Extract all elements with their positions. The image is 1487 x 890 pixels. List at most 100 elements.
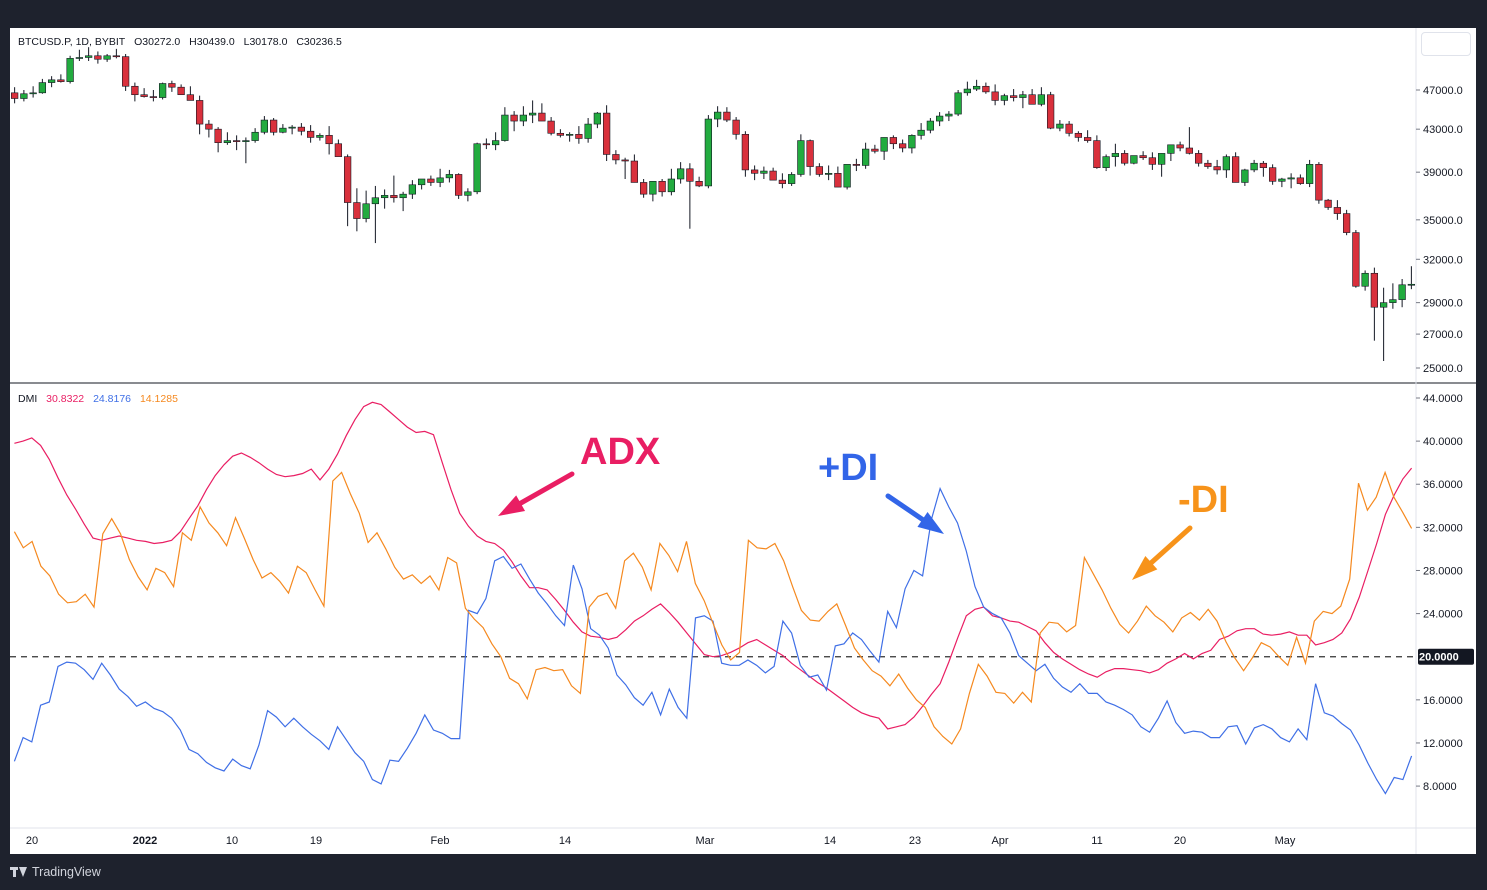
- dmi-tick-label: 44.0000: [1423, 393, 1463, 405]
- dmi-tick-label: 40.0000: [1423, 436, 1463, 448]
- candle-down: [1046, 94, 1055, 129]
- indicator-name[interactable]: DMI: [18, 393, 38, 405]
- candle-down: [1342, 213, 1351, 233]
- candle-up: [926, 120, 935, 131]
- candle-up: [417, 178, 426, 186]
- candle-down: [232, 140, 241, 142]
- plus-di-arrow-head: [917, 511, 944, 534]
- candle-down: [10, 92, 19, 99]
- candle-down: [454, 174, 463, 196]
- plus-di-line: [13, 486, 1413, 795]
- candle-up: [593, 112, 602, 125]
- candle-up: [1130, 155, 1138, 164]
- candle-up: [491, 140, 500, 146]
- symbol-info[interactable]: BTCUSD.P, 1D, BYBIT: [18, 36, 126, 48]
- candle-up: [251, 131, 259, 141]
- candle-up: [1379, 302, 1388, 308]
- candle-down: [1324, 199, 1332, 208]
- candle-down: [898, 143, 907, 149]
- candle-up: [787, 174, 796, 184]
- candle-up: [760, 170, 768, 174]
- candle-down: [168, 83, 176, 88]
- candle-down: [732, 119, 740, 135]
- candle-up: [1019, 94, 1027, 98]
- chart-svg[interactable]: 47000.0 43000.0 39000.0 35000.0 32000.0 29000…: [10, 28, 1476, 854]
- price-tick-label: 47000.0: [1423, 85, 1463, 97]
- candle-down: [177, 86, 185, 96]
- candle-down: [214, 128, 222, 143]
- candle-down: [1213, 166, 1221, 171]
- candle-up: [528, 112, 537, 116]
- time-label: Feb: [431, 835, 450, 847]
- candle-up: [1222, 156, 1231, 171]
- candle-down: [991, 91, 999, 101]
- candle-down: [639, 182, 648, 195]
- candle-up: [1056, 123, 1064, 129]
- candle-down: [149, 96, 158, 98]
- price-tick-label: 39000.0: [1423, 167, 1463, 179]
- close-value: C30236.5: [296, 36, 342, 48]
- candle-down: [1259, 162, 1268, 168]
- candle-down: [325, 135, 333, 145]
- time-label: 11: [1091, 835, 1102, 847]
- candle-down: [353, 202, 361, 219]
- candle-up: [84, 55, 93, 58]
- adx-annotation: ADX: [580, 431, 661, 473]
- time-label: 23: [909, 835, 921, 847]
- candle-up: [649, 180, 657, 195]
- candle-up: [29, 92, 37, 95]
- minus-di-line: [13, 470, 1413, 745]
- candles-group: [10, 47, 1416, 362]
- candle-down: [186, 94, 195, 101]
- candle-down: [1120, 153, 1129, 164]
- candle-up: [945, 113, 953, 117]
- price-tick-label: 27000.0: [1423, 329, 1463, 341]
- candle-down: [630, 160, 639, 183]
- candle-up: [501, 114, 509, 141]
- time-label: 19: [310, 835, 322, 847]
- candle-up: [1305, 164, 1314, 184]
- candle-down: [1268, 167, 1277, 182]
- candle-up: [1037, 94, 1046, 105]
- candle-up: [565, 134, 574, 136]
- time-label: Mar: [696, 835, 715, 847]
- candle-up: [963, 88, 972, 94]
- candle-up: [713, 111, 722, 120]
- footer-brand[interactable]: TradingView: [32, 865, 101, 879]
- candle-down: [538, 112, 546, 122]
- candle-up: [408, 184, 417, 195]
- candle-up: [288, 126, 296, 129]
- candle-up: [362, 203, 370, 219]
- scale-button[interactable]: [1421, 32, 1471, 56]
- candle-down: [195, 100, 204, 125]
- candle-down: [205, 123, 213, 130]
- dmi-tick-label: 16.0000: [1423, 695, 1463, 707]
- candle-up: [972, 85, 981, 90]
- candle-up: [1398, 284, 1406, 300]
- dmi-tick-label: 12.0000: [1423, 738, 1463, 750]
- candle-up: [908, 135, 916, 149]
- time-label: 2022: [133, 835, 157, 847]
- minus-di-arrow-shaft: [1148, 525, 1193, 566]
- candle-down: [1315, 164, 1323, 201]
- level-20-badge: [1418, 648, 1474, 665]
- time-label: 20: [1174, 835, 1186, 847]
- candle-up: [1157, 153, 1166, 165]
- open-value: O30272.0: [134, 36, 181, 48]
- candle-down: [621, 159, 629, 162]
- candle-up: [880, 137, 888, 152]
- candle-up: [1167, 144, 1175, 154]
- candle-up: [1250, 162, 1258, 171]
- candle-up: [75, 57, 84, 59]
- candle-down: [852, 164, 861, 166]
- candle-down: [815, 166, 824, 175]
- candle-up: [445, 174, 454, 179]
- chart-area[interactable]: 47000.0 43000.0 39000.0 35000.0 32000.0 29000…: [10, 28, 1476, 854]
- candle-down: [778, 179, 787, 184]
- candle-up: [1407, 283, 1416, 286]
- low-value: L30178.0: [243, 36, 288, 48]
- candle-down: [343, 156, 352, 203]
- candle-down: [750, 169, 759, 174]
- candle-down: [1204, 162, 1212, 167]
